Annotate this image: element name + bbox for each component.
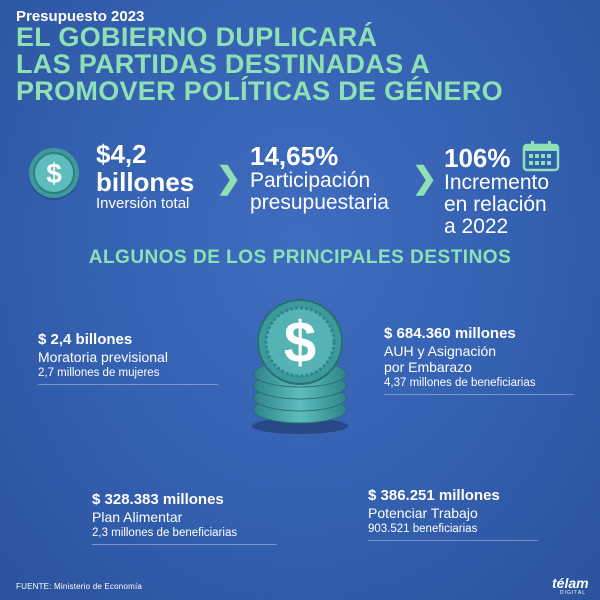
stat-participation-label-2: presupuestaria xyxy=(250,191,389,214)
divider xyxy=(368,540,538,541)
calendar-icon xyxy=(522,141,560,172)
stat-increase-label-2: en relación xyxy=(444,193,547,216)
destination-note: 2,7 millones de mujeres xyxy=(38,367,160,379)
destination-name: Plan Alimentar xyxy=(92,509,183,525)
stat-participation: 14,65% Participación presupuestaria xyxy=(250,142,389,214)
destination-amount: $ 684.360 millones xyxy=(384,325,516,342)
destination-name-line-2: por Embarazo xyxy=(384,359,472,375)
destination-auh: $ 684.360 millones AUH y Asignación por … xyxy=(384,325,584,395)
destination-name: Moratoria previsional xyxy=(38,349,168,365)
svg-text:$: $ xyxy=(46,158,62,189)
destination-note: 903.521 beneficiarias xyxy=(368,523,478,535)
stat-participation-label-1: Participación xyxy=(250,169,371,192)
stat-total-unit: billones xyxy=(96,167,195,197)
chevron-right-icon: ❯ xyxy=(412,162,438,195)
telam-logo-sub: DIGITAL xyxy=(560,590,587,596)
chevron-right-icon: ❯ xyxy=(216,162,242,195)
headline-line-1: EL GOBIERNO DUPLICARÁ xyxy=(16,22,378,52)
coin-icon: $ xyxy=(29,148,79,200)
destination-name-line-1: AUH y Asignación xyxy=(384,343,497,359)
stat-increase-label-3: a 2022 xyxy=(444,215,509,238)
headline: EL GOBIERNO DUPLICARÁ LAS PARTIDAS DESTI… xyxy=(16,24,503,105)
stat-total-label: Inversión total xyxy=(96,195,190,212)
svg-text:$: $ xyxy=(284,310,316,375)
destination-note: 4,37 millones de beneficiarias xyxy=(384,377,536,389)
divider xyxy=(92,544,277,545)
destination-potenciar-trabajo: $ 386.251 millones Potenciar Trabajo 903… xyxy=(368,487,568,541)
stat-increase: 106% Incremento en relación a 2022 xyxy=(444,144,549,238)
destination-name: Potenciar Trabajo xyxy=(368,505,478,521)
section-title: ALGUNOS DE LOS PRINCIPALES DESTINOS xyxy=(88,247,512,268)
destination-moratoria: $ 2,4 billones Moratoria previsional 2,7… xyxy=(38,331,228,385)
headline-line-3: PROMOVER POLÍTICAS DE GÉNERO xyxy=(16,76,503,106)
divider xyxy=(38,384,218,385)
headline-line-2: LAS PARTIDAS DESTINADAS A xyxy=(16,49,431,79)
destination-amount: $ 386.251 millones xyxy=(368,487,500,504)
destination-plan-alimentar: $ 328.383 millones Plan Alimentar 2,3 mi… xyxy=(92,491,292,545)
divider xyxy=(384,394,574,395)
stat-participation-value: 14,65% xyxy=(250,141,339,171)
stat-increase-label-1: Incremento xyxy=(444,171,550,194)
stat-total: $4,2 billones Inversión total xyxy=(96,140,194,212)
destination-amount: $ 328.383 millones xyxy=(92,491,224,508)
destination-amount: $ 2,4 billones xyxy=(38,331,133,348)
coin-stack-icon: $ xyxy=(252,299,348,434)
source-note: FUENTE: Ministerio de Economía xyxy=(16,582,143,591)
telam-logo: télam xyxy=(552,575,589,591)
stat-total-value: $4,2 xyxy=(96,139,147,169)
stat-increase-value: 106% xyxy=(444,143,511,173)
kicker: Presupuesto 2023 xyxy=(16,8,145,25)
destination-note: 2,3 millones de beneficiarias xyxy=(92,527,238,539)
